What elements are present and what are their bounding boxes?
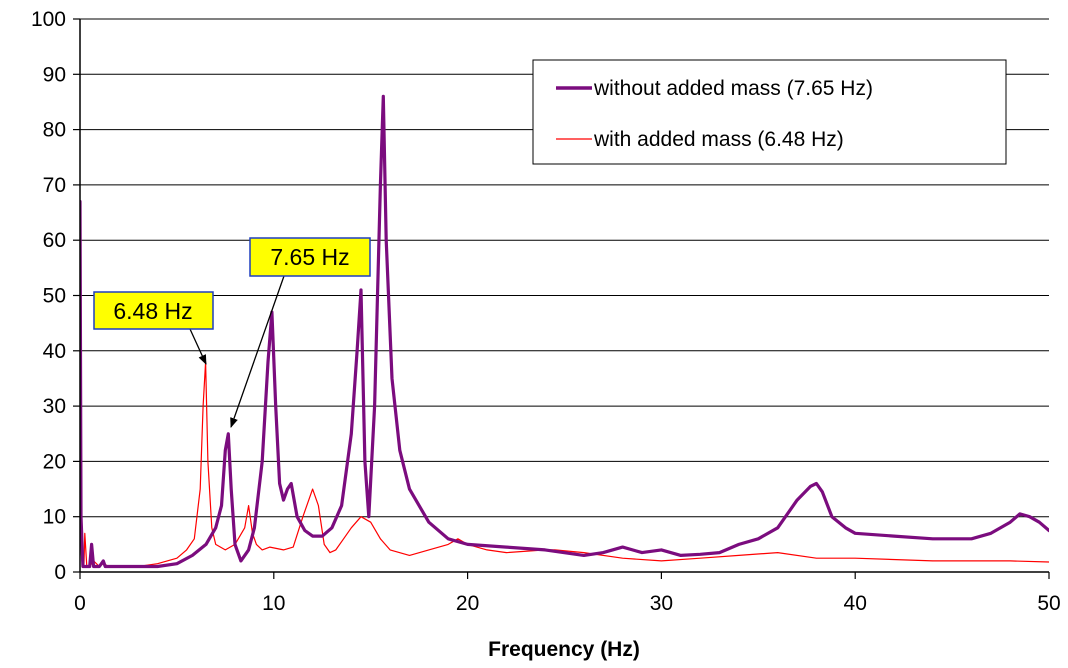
x-tick-label: 10 [262,592,285,615]
x-axis-title: Frequency (Hz) [488,638,640,661]
y-tick-label: 10 [43,506,66,529]
legend-box [532,59,1007,165]
axis-ticks: 0 10 20 30 40 50 60 70 80 90 100 0 10 20 30 40 50 [31,8,1061,615]
x-tick-label: 40 [844,592,867,615]
annotation-box-6-48 [93,291,214,330]
legend-label-without-mass: without added mass (7.65 Hz) [593,77,873,100]
y-tick-label: 60 [43,229,66,252]
legend-label-with-mass: with added mass (6.48 Hz) [593,128,844,151]
y-tick-label: 70 [43,174,66,197]
y-tick-label: 80 [43,119,66,142]
annotation-6-48: 6.48 Hz [93,291,214,365]
x-tick-label: 50 [1037,592,1060,615]
y-tick-label: 20 [43,450,66,473]
annotation-label-7-65: 7.65 Hz [270,244,349,270]
y-tick-label: 30 [43,395,66,418]
y-tick-label: 50 [43,285,66,308]
x-tick-label: 20 [456,592,479,615]
annotation-label-6-48: 6.48 Hz [113,298,192,324]
annotation-box-7-65 [249,237,371,277]
series-lines [80,94,1049,569]
annotation-7-65: 7.65 Hz [230,237,371,428]
x-tick-label: 0 [74,592,86,615]
legend: without added mass (7.65 Hz) with added … [532,59,1007,165]
annotation-arrow-7-65 [230,275,285,428]
y-tick-label: 100 [31,8,66,31]
series-line-without-mass [80,94,1049,569]
annotation-arrow-6-48 [189,328,207,365]
y-tick-label: 90 [43,63,66,86]
y-tick-label: 0 [54,561,66,584]
y-tick-label: 40 [43,340,66,363]
x-tick-label: 30 [650,592,673,615]
